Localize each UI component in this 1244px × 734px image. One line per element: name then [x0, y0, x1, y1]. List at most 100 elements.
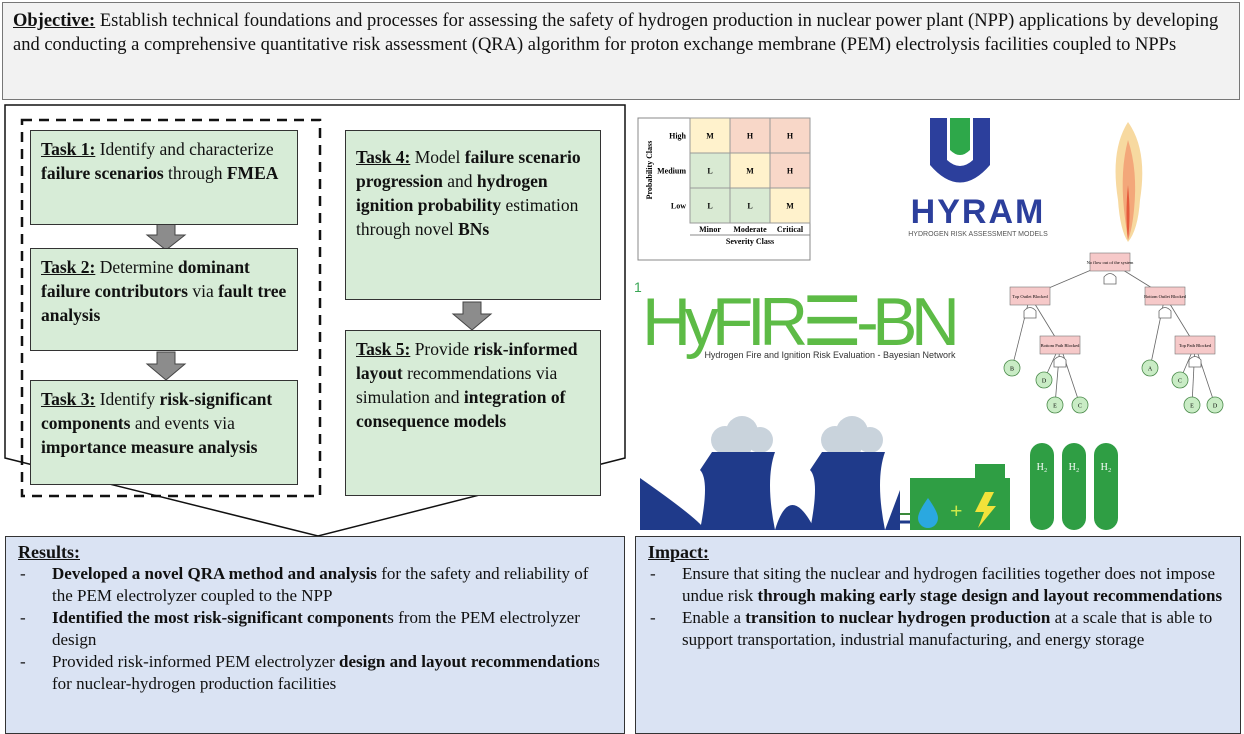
- text-run: fault tree analysis: [41, 281, 287, 325]
- flame: [1115, 122, 1143, 242]
- tree-event-label: No flow out of the system: [1087, 260, 1134, 265]
- text-run: through making early stage design and la…: [757, 586, 1223, 605]
- list-item: Ensure that siting the nuclear and hydro…: [650, 563, 1228, 607]
- tank-label: H₂: [1037, 462, 1048, 473]
- arrows: [145, 222, 493, 381]
- text-run: and events via: [130, 413, 235, 433]
- objective-text: Establish technical foundations and proc…: [13, 11, 1219, 55]
- tree-basic-label: D: [1213, 404, 1218, 410]
- tree-basic: [1206, 396, 1224, 414]
- tree-basic: [1141, 359, 1159, 377]
- matrix-cell-label: L: [707, 202, 712, 211]
- text-run: importance measure analysis: [41, 437, 258, 457]
- tank-label: H₂: [1101, 462, 1112, 473]
- text-run: Identify and characterize: [95, 139, 274, 159]
- text-run: Enable a: [682, 608, 746, 627]
- text-run: s for nuclear-hydrogen production facili…: [52, 652, 600, 693]
- text-run: Identified the most risk-significant com…: [52, 608, 388, 627]
- task-label: Task 1:: [41, 139, 96, 159]
- task: Task 1: Identify and characterize failur…: [30, 130, 298, 225]
- tree-link: [1149, 295, 1166, 369]
- tree-link: [1059, 344, 1081, 406]
- tree-basic: [1183, 396, 1201, 414]
- tree-gate: [1103, 273, 1117, 285]
- tree-basic-label: C: [1178, 379, 1182, 385]
- text-run: Identify: [95, 389, 160, 409]
- tree-event-label: Bottom Path Blocked: [1041, 343, 1080, 348]
- matrix-col-label: Moderate: [733, 225, 767, 234]
- tree-basic: [1003, 359, 1021, 377]
- text-run: Determine: [95, 257, 178, 277]
- text-run: estimation through novel: [356, 195, 579, 239]
- task: Task 5: Provide risk-informed layout rec…: [345, 330, 601, 496]
- text-run: Developed a novel QRA method and analysi…: [52, 564, 377, 583]
- text-run: s from the PEM electrolyzer design: [52, 608, 580, 649]
- text-run: Provide: [410, 339, 474, 359]
- matrix-cell-label: L: [707, 167, 712, 176]
- impact-list: Ensure that siting the nuclear and hydro…: [648, 563, 1228, 651]
- matrix-cell: [769, 152, 811, 189]
- impact-title: Impact:: [648, 542, 709, 562]
- task: Task 3: Identify risk-significant compon…: [30, 380, 298, 485]
- tree-event-label: Bottom Outlet Blocked: [1144, 294, 1187, 299]
- text-run: recommendations via simulation and: [356, 363, 558, 407]
- matrix-cell: [689, 187, 731, 224]
- list-item: Enable a transition to nuclear hydrogen …: [650, 607, 1228, 651]
- list-item: Provided risk-informed PEM electrolyzer …: [20, 651, 612, 695]
- text-run: via: [187, 281, 219, 301]
- matrix-cell-label: H: [787, 132, 794, 141]
- text-run: failure scenarios: [41, 163, 164, 183]
- tree-basic-label: B: [1010, 367, 1014, 373]
- matrix-cell-label: M: [786, 202, 794, 211]
- svg-text:+: +: [950, 498, 963, 523]
- list-item: Developed a novel QRA method and analysi…: [20, 563, 612, 607]
- task-label: Task 2:: [41, 257, 96, 277]
- tree-basic-label: D: [1042, 379, 1047, 385]
- matrix-cell-label: M: [746, 167, 754, 176]
- text-run: Provided risk-informed PEM electrolyzer: [52, 652, 340, 671]
- matrix-cell: [769, 117, 811, 154]
- tree-basic: [1035, 371, 1053, 389]
- text-run: and: [442, 171, 477, 191]
- matrix-cell-label: H: [747, 132, 754, 141]
- tree-event: [1009, 286, 1051, 306]
- text-run: failure scenario progression: [356, 147, 581, 191]
- tree-basic: [1171, 371, 1189, 389]
- tree-link: [1054, 344, 1061, 406]
- matrix-x-title: Severity Class: [726, 237, 774, 246]
- tree-gate: [1053, 356, 1067, 368]
- results: Results: Developed a novel QRA method an…: [5, 536, 625, 734]
- hyram-name: HyRAM: [911, 193, 1046, 231]
- text-run: transition to nuclear hydrogen productio…: [745, 608, 1051, 627]
- tree-event: [1174, 335, 1216, 355]
- matrix-row-label: High: [669, 132, 686, 141]
- task-label: Task 5:: [356, 339, 411, 359]
- task: Task 4: Model failure scenario progressi…: [345, 130, 601, 300]
- matrix-col-label: Minor: [699, 225, 721, 234]
- objective: Objective: Establish technical foundatio…: [2, 2, 1240, 100]
- dashed-group: [20, 118, 322, 498]
- text-run: design and layout recommendation: [339, 652, 594, 671]
- tree-gate: [1188, 356, 1202, 368]
- tree-event-label: Top Outlet Blocked: [1012, 294, 1048, 299]
- tree-link: [1194, 344, 1216, 406]
- task: Task 2: Determine dominant failure contr…: [30, 248, 298, 351]
- matrix-cell-label: M: [706, 132, 714, 141]
- tree-basic-label: E: [1053, 404, 1057, 410]
- text-run: for the safety and reliability of the PE…: [52, 564, 589, 605]
- list-item: Identified the most risk-significant com…: [20, 607, 612, 651]
- tree-basic: [1046, 396, 1064, 414]
- text-run: hydrogen ignition probability: [356, 171, 548, 215]
- hyfire-note: 1: [634, 279, 642, 295]
- impact: Impact: Ensure that siting the nuclear a…: [635, 536, 1241, 734]
- hyram-subtitle: HYDROGEN RISK ASSESSMENT MODELS: [908, 231, 1048, 238]
- tree-basic-label: E: [1190, 404, 1194, 410]
- tree-event: [1144, 286, 1186, 306]
- matrix-cell-label: L: [747, 202, 752, 211]
- task-label: Task 3:: [41, 389, 96, 409]
- tree-basic-label: A: [1148, 367, 1153, 373]
- text-run: FMEA: [226, 163, 279, 183]
- tree-basic: [1071, 396, 1089, 414]
- tree-event: [1039, 335, 1081, 355]
